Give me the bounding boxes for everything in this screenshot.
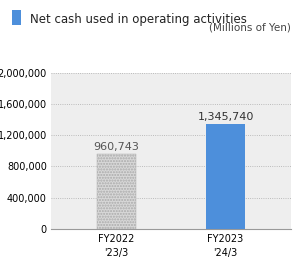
Text: Net cash used in operating activities: Net cash used in operating activities — [30, 13, 247, 26]
Text: (Millions of Yen): (Millions of Yen) — [209, 23, 291, 32]
Text: 960,743: 960,743 — [94, 142, 140, 152]
Bar — [206, 124, 244, 229]
Bar — [98, 154, 136, 229]
Text: 1,345,740: 1,345,740 — [197, 112, 254, 122]
